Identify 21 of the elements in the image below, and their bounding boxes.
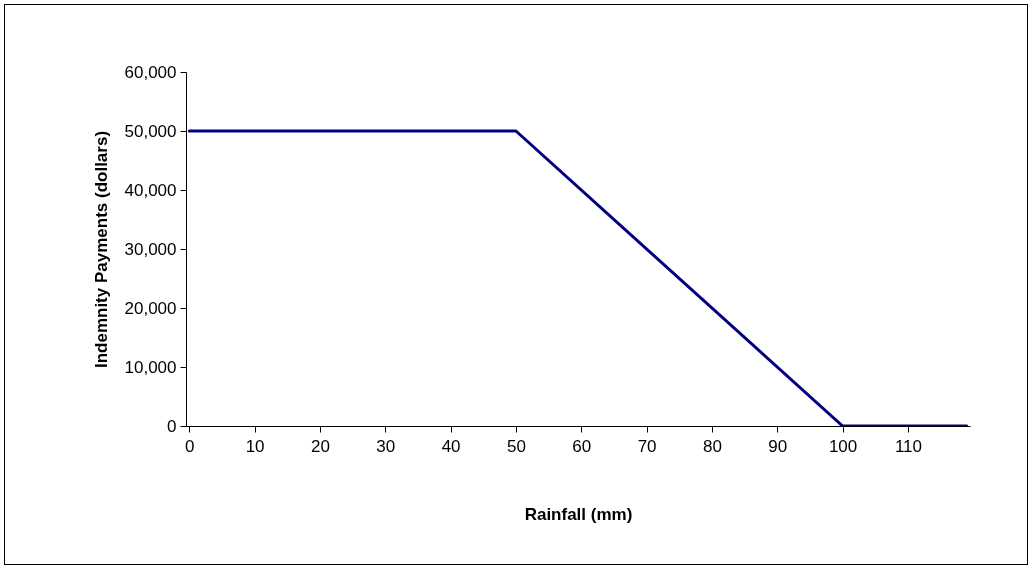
y-tick-label: 30,000 (124, 239, 177, 259)
y-tick-label: 10,000 (124, 357, 177, 377)
x-tick-label: 30 (376, 436, 396, 456)
x-tick-label: 90 (768, 436, 788, 456)
x-tick-label: 20 (310, 436, 330, 456)
x-tick-label: 100 (828, 436, 858, 456)
x-tick-label: 110 (894, 436, 922, 456)
x-tick-label: 0 (185, 436, 195, 456)
x-tick-label: 60 (572, 436, 592, 456)
x-tick-label: 40 (441, 436, 461, 456)
y-tick-label: 60,000 (124, 62, 177, 82)
x-tick-label: 50 (506, 436, 526, 456)
x-tick-label: 10 (245, 436, 265, 456)
x-axis-title: Rainfall (mm) (524, 504, 633, 524)
y-tick-label: 50,000 (124, 121, 177, 141)
y-tick-label: 0 (167, 416, 177, 436)
y-axis-title: Indemnity Payments (dollars) (91, 130, 111, 369)
y-tick-label: 20,000 (124, 298, 177, 318)
y-tick-label: 40,000 (124, 180, 177, 200)
x-tick-label: 80 (702, 436, 722, 456)
x-tick-label: 70 (637, 436, 657, 456)
